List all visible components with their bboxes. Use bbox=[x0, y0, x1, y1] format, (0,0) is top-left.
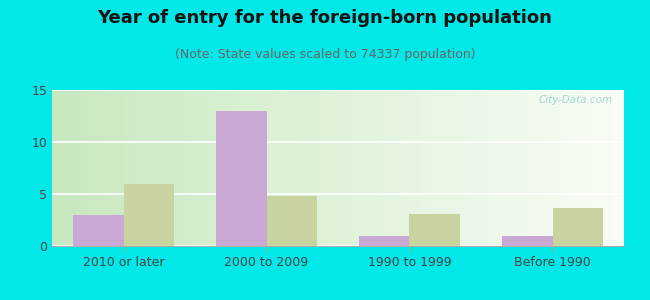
Bar bbox=[216, 111, 266, 246]
Bar bbox=[502, 236, 552, 246]
Text: (Note: State values scaled to 74337 population): (Note: State values scaled to 74337 popu… bbox=[175, 48, 475, 61]
Bar bbox=[266, 196, 317, 246]
Bar bbox=[359, 236, 410, 246]
Bar bbox=[73, 215, 124, 246]
Text: City-Data.com: City-Data.com bbox=[538, 95, 612, 105]
Bar bbox=[552, 208, 603, 246]
Bar bbox=[124, 184, 174, 246]
Text: Year of entry for the foreign-born population: Year of entry for the foreign-born popul… bbox=[98, 9, 552, 27]
Legend: 74337, Oklahoma: 74337, Oklahoma bbox=[248, 297, 428, 300]
Bar bbox=[410, 214, 460, 246]
